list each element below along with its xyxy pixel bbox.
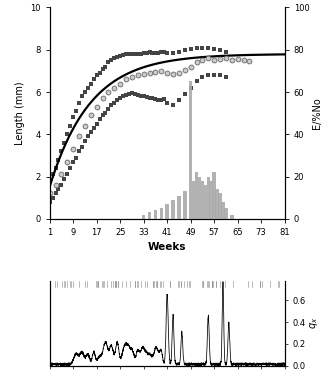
Bar (213, 172, 216, 219)
Bar (221, 202, 225, 219)
Bar (224, 208, 228, 219)
Bar (195, 172, 198, 219)
Bar (230, 214, 234, 219)
Bar (201, 181, 204, 219)
Bar (192, 181, 195, 219)
Bar (142, 214, 145, 219)
Bar (207, 176, 210, 219)
Bar (198, 176, 201, 219)
Bar (215, 189, 219, 219)
Bar (166, 204, 169, 219)
Bar (148, 213, 151, 219)
Bar (218, 194, 222, 219)
Bar (154, 210, 157, 219)
Y-axis label: E/%No: E/%No (312, 97, 322, 129)
Bar (177, 195, 181, 219)
Y-axis label: Length (mm): Length (mm) (15, 81, 24, 145)
Bar (210, 181, 213, 219)
X-axis label: Weeks: Weeks (148, 242, 186, 253)
Bar (204, 185, 207, 219)
Bar (160, 208, 163, 219)
Bar (171, 200, 175, 219)
Bar (183, 191, 187, 219)
Y-axis label: $q_x$: $q_x$ (308, 317, 320, 329)
Bar (189, 81, 192, 219)
